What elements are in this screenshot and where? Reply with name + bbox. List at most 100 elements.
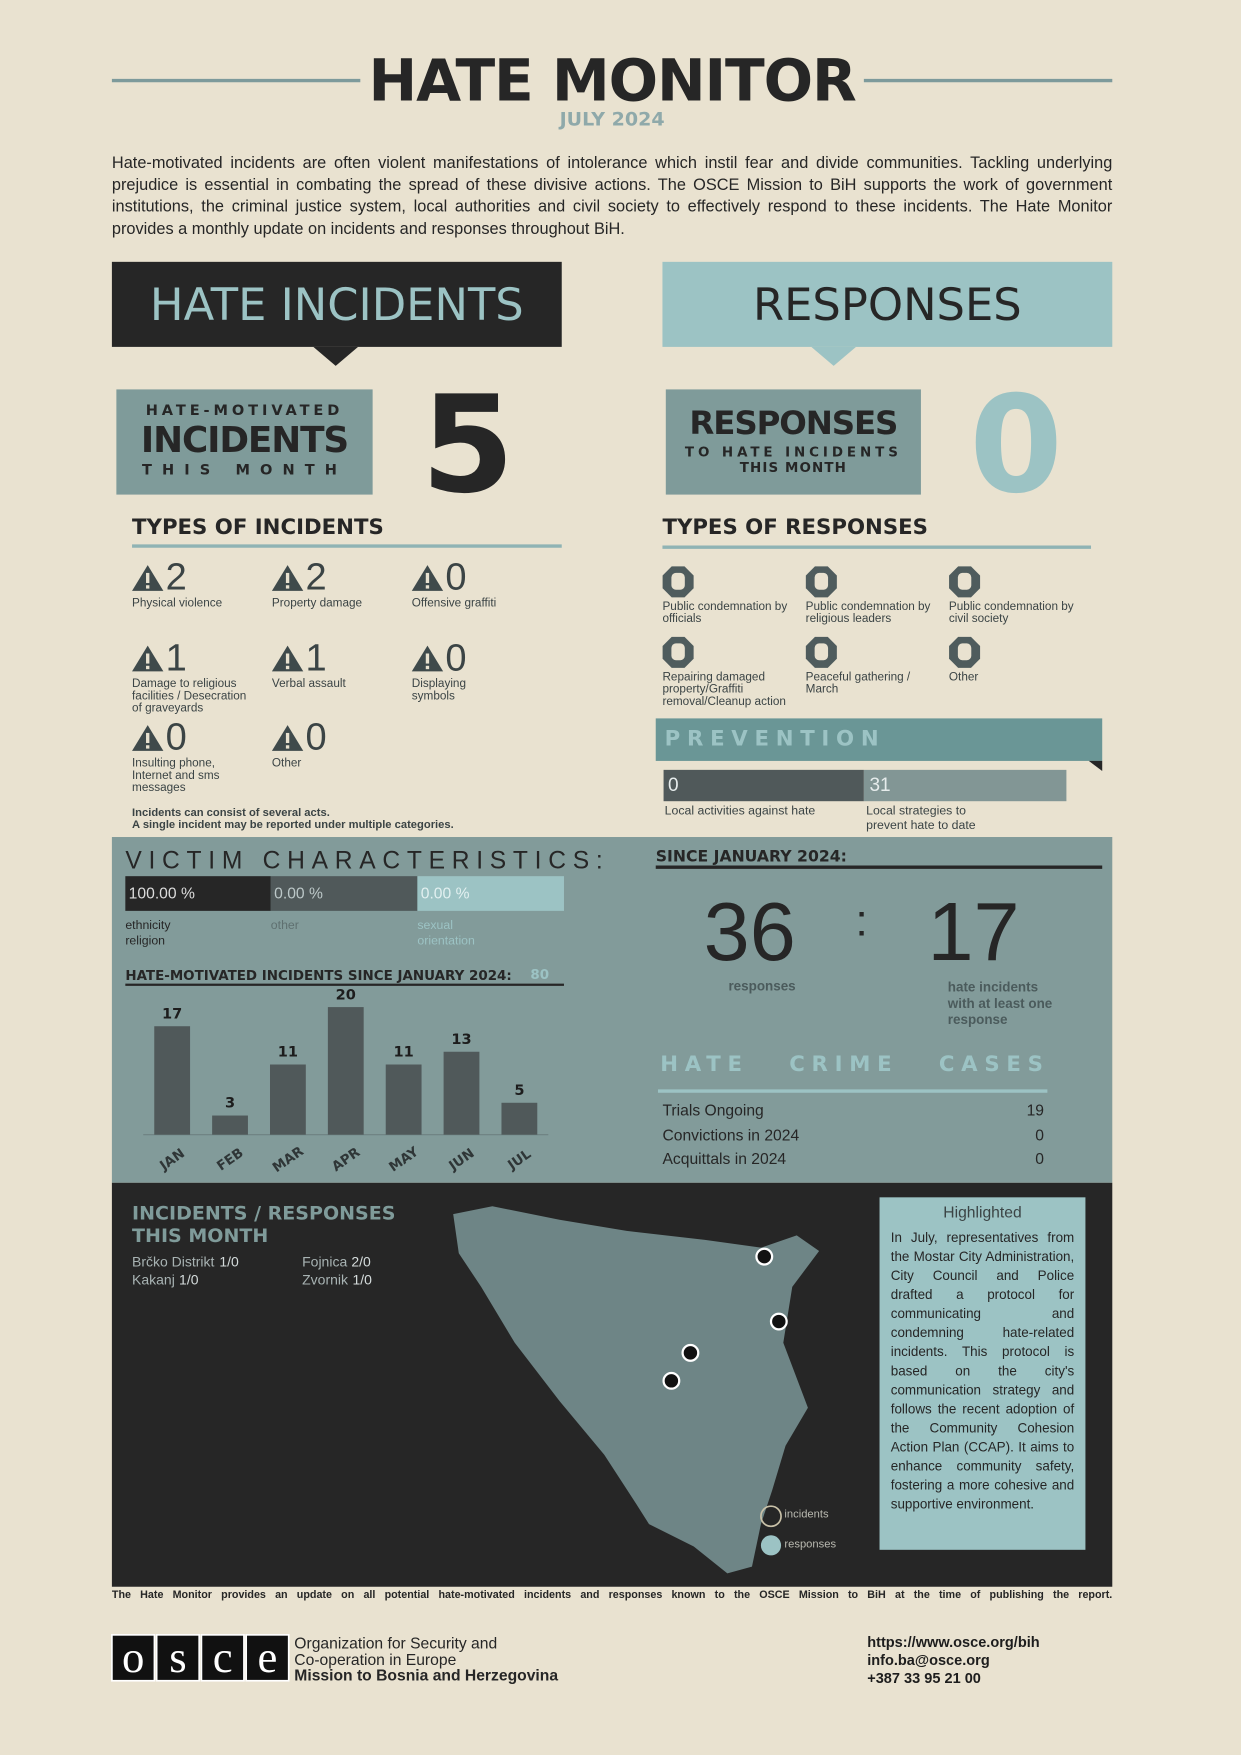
type-label: Damage to religious facilities / Desecra… (132, 676, 247, 716)
prevention-title: PREVENTION (664, 726, 886, 751)
heading-box (662, 261, 1113, 347)
warning-mark (146, 665, 150, 670)
logo-letter: c (213, 1632, 233, 1682)
place-value: 1/0 (179, 1272, 199, 1288)
data-label: 13 (451, 1032, 471, 1048)
prevention-box (863, 769, 1067, 802)
victim-percent: 0.00 % (274, 884, 323, 902)
hand-mark (671, 572, 685, 590)
data-label: 3 (225, 1096, 235, 1112)
legend-label: incidents (784, 1508, 829, 1521)
pointer (313, 346, 359, 366)
hand-mark (671, 643, 685, 661)
label-box (665, 389, 921, 495)
type-label: Property damage (271, 596, 363, 610)
type-count: 0 (305, 716, 327, 759)
prevention-label: Local activities against hate (664, 804, 816, 818)
warning-mark (425, 572, 430, 583)
warning-mark (425, 665, 430, 670)
since-number: 17 (927, 885, 1020, 979)
response-label: Public condemnation by religious leaders (805, 599, 931, 626)
prevention-label: Local strategies to prevent hate to date (866, 804, 976, 832)
legend-symbol (760, 1535, 782, 1556)
place-value: 1/0 (352, 1272, 372, 1288)
warning-mark (146, 585, 150, 589)
place-name: Brčko Distrikt (132, 1254, 215, 1271)
hand-mark (957, 643, 972, 661)
bar (385, 1064, 422, 1135)
title: HATE MONITOR (368, 48, 857, 116)
count: 5 (421, 368, 515, 524)
type-label: Insulting phone, Internet and sms messag… (132, 756, 220, 795)
heading-box (111, 261, 562, 347)
label-box (116, 389, 373, 495)
warning-mark (285, 653, 290, 664)
victim-percent: 0.00 % (420, 884, 470, 902)
response-label: Public condemnation by officials (662, 599, 788, 626)
type-count: 0 (165, 716, 187, 759)
hand-mark (957, 572, 972, 590)
warning-mark (285, 745, 290, 749)
type-label: Offensive graffiti (411, 596, 497, 610)
warning-mark (146, 653, 150, 664)
org-line: Mission to Bosnia and Herzegovina (294, 1666, 559, 1685)
warning-mark (285, 665, 290, 670)
map-title: INCIDENTS / RESPONSES THIS MONTH (132, 1202, 396, 1248)
victims-title: VICTIM CHARACTERISTICS: (125, 845, 610, 874)
section-title: TYPES OF RESPONSES (662, 514, 928, 540)
warning-mark (425, 653, 430, 664)
place-value: 2/0 (351, 1254, 371, 1271)
org-line: Organization for Security and (294, 1633, 498, 1652)
warning-mark (146, 732, 150, 744)
legend-label: responses (784, 1538, 837, 1551)
note: Incidents can consist of several acts. (132, 806, 330, 820)
note: A single incident may be reported under … (132, 819, 454, 832)
prevention-value: 31 (869, 774, 891, 796)
box-line: THIS MONTH (739, 459, 848, 476)
data-label: 11 (278, 1045, 298, 1061)
case-label: Trials Ongoing (662, 1101, 764, 1119)
since-title: SINCE JANUARY 2024: (655, 848, 847, 867)
fold (1088, 760, 1103, 771)
intro: Hate-motivated incidents are often viole… (111, 154, 1113, 238)
hand-mark (814, 572, 829, 590)
box-line: HATE-MOTIVATED (145, 402, 344, 420)
box-line: TO HATE INCIDENTS (684, 444, 902, 460)
section-title: TYPES OF INCIDENTS (132, 514, 384, 540)
map-dot (769, 1312, 788, 1331)
victim-label: ethnicity religion (125, 918, 171, 948)
prevention-bar (655, 718, 1103, 761)
chart-title: HATE-MOTIVATED INCIDENTS SINCE JANUARY 2… (125, 967, 512, 984)
legend-symbol (760, 1505, 782, 1528)
since-label: responses (728, 978, 796, 994)
bar (269, 1064, 306, 1135)
case-value: 19 (1026, 1101, 1045, 1119)
cases-title: HATE CRIME CASES (660, 1051, 1050, 1077)
case-value: 0 (1035, 1125, 1045, 1144)
data-label: 11 (394, 1045, 414, 1061)
bar (212, 1115, 248, 1135)
victim-box (125, 876, 271, 911)
logo-box (245, 1634, 290, 1682)
box-line: RESPONSES (689, 403, 898, 443)
separator: : (855, 896, 868, 946)
type-count: 1 (305, 636, 327, 680)
warning-mark (285, 732, 290, 744)
since-label: hate incidents with at least one respons… (947, 979, 1053, 1028)
contact: https://www.osce.org/bih (867, 1633, 1040, 1651)
type-label: Other (271, 756, 302, 770)
case-label: Convictions in 2024 (662, 1125, 800, 1144)
highlight-box (879, 1197, 1086, 1550)
type-count: 0 (445, 636, 467, 680)
response-label: Public condemnation by civil society (948, 599, 1074, 626)
case-value: 0 (1035, 1149, 1045, 1168)
data-label: 20 (336, 987, 356, 1003)
logo-letter: e (258, 1632, 278, 1682)
map-shape (453, 1206, 820, 1574)
prevention-box (663, 769, 864, 802)
prevention-value: 0 (668, 774, 679, 796)
place-name: Fojnica (302, 1254, 348, 1271)
logo-letter: o (122, 1632, 144, 1682)
victim-percent: 100.00 % (128, 884, 195, 902)
since-number: 36 (703, 885, 796, 979)
